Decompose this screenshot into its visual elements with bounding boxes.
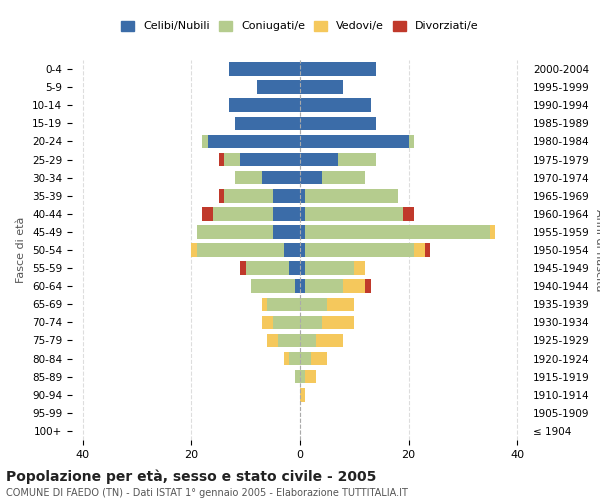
Bar: [197, 225, 273, 238]
Legend: Celibi/Nubili, Coniugati/e, Vedovi/e, Divorziati/e: Celibi/Nubili, Coniugati/e, Vedovi/e, Di…: [117, 16, 483, 36]
Bar: [305, 225, 490, 238]
Text: COMUNE DI FAEDO (TN) - Dati ISTAT 1° gennaio 2005 - Elaborazione TUTTITALIA.IT: COMUNE DI FAEDO (TN) - Dati ISTAT 1° gen…: [6, 488, 408, 498]
Bar: [300, 243, 305, 257]
Bar: [240, 262, 246, 275]
Bar: [262, 171, 300, 184]
Bar: [305, 370, 316, 384]
Bar: [235, 116, 300, 130]
Bar: [224, 189, 273, 202]
Bar: [278, 334, 300, 347]
Bar: [191, 243, 197, 257]
Bar: [224, 152, 240, 166]
Bar: [338, 152, 376, 166]
Bar: [316, 334, 343, 347]
Y-axis label: Anni di nascita: Anni di nascita: [593, 209, 600, 291]
Bar: [284, 243, 300, 257]
Bar: [305, 189, 398, 202]
Bar: [246, 262, 289, 275]
Bar: [305, 243, 414, 257]
Bar: [300, 280, 305, 293]
Bar: [365, 280, 371, 293]
Bar: [268, 334, 278, 347]
Bar: [300, 98, 371, 112]
Bar: [300, 316, 322, 329]
Bar: [202, 207, 213, 220]
Bar: [300, 152, 338, 166]
Bar: [289, 352, 300, 366]
Bar: [218, 189, 224, 202]
Bar: [240, 152, 300, 166]
Bar: [229, 62, 300, 76]
Bar: [273, 316, 300, 329]
Bar: [305, 262, 354, 275]
Bar: [273, 225, 300, 238]
Bar: [273, 207, 300, 220]
Bar: [284, 352, 289, 366]
Bar: [403, 207, 414, 220]
Bar: [305, 207, 403, 220]
Bar: [300, 189, 305, 202]
Bar: [327, 298, 354, 311]
Y-axis label: Fasce di età: Fasce di età: [16, 217, 26, 283]
Bar: [300, 134, 409, 148]
Bar: [311, 352, 327, 366]
Bar: [425, 243, 430, 257]
Bar: [251, 280, 295, 293]
Bar: [305, 280, 343, 293]
Bar: [218, 152, 224, 166]
Bar: [322, 171, 365, 184]
Bar: [300, 352, 311, 366]
Bar: [300, 62, 376, 76]
Bar: [208, 134, 300, 148]
Bar: [300, 207, 305, 220]
Bar: [322, 316, 354, 329]
Bar: [300, 388, 305, 402]
Bar: [300, 370, 305, 384]
Bar: [343, 280, 365, 293]
Bar: [257, 80, 300, 94]
Bar: [273, 189, 300, 202]
Bar: [202, 134, 208, 148]
Bar: [229, 98, 300, 112]
Bar: [300, 225, 305, 238]
Bar: [295, 370, 300, 384]
Bar: [300, 80, 343, 94]
Bar: [300, 171, 322, 184]
Bar: [300, 262, 305, 275]
Text: Popolazione per età, sesso e stato civile - 2005: Popolazione per età, sesso e stato civil…: [6, 470, 376, 484]
Bar: [300, 116, 376, 130]
Bar: [300, 298, 327, 311]
Bar: [268, 298, 300, 311]
Bar: [409, 134, 414, 148]
Bar: [300, 334, 316, 347]
Bar: [490, 225, 496, 238]
Bar: [295, 280, 300, 293]
Bar: [262, 316, 273, 329]
Bar: [197, 243, 284, 257]
Bar: [414, 243, 425, 257]
Bar: [235, 171, 262, 184]
Bar: [354, 262, 365, 275]
Bar: [289, 262, 300, 275]
Bar: [262, 298, 268, 311]
Bar: [213, 207, 273, 220]
